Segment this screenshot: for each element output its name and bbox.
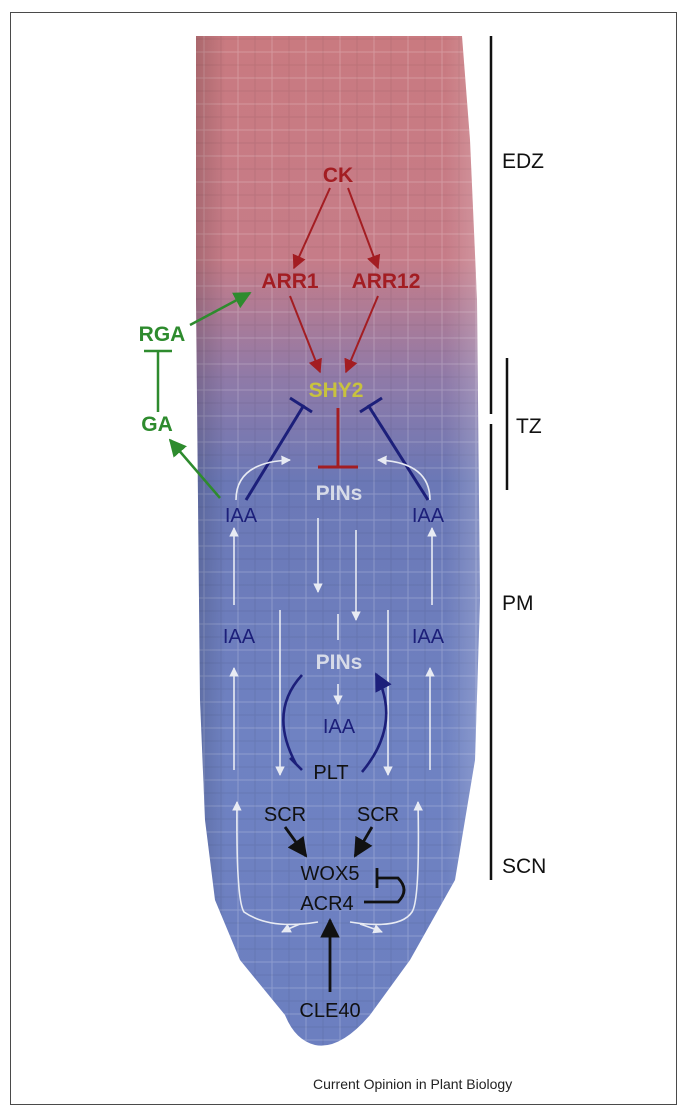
node-scr-left: SCR	[264, 804, 306, 826]
node-shy2: SHY2	[309, 379, 364, 402]
gibberellin-edges	[144, 291, 252, 499]
root-micrograph	[196, 36, 480, 1046]
node-iaa-left-top: IAA	[225, 505, 258, 527]
node-iaa-left-mid: IAA	[223, 626, 256, 648]
node-iaa-right-mid: IAA	[412, 626, 445, 648]
edge-iaa-ga	[168, 438, 221, 499]
cytokinin-edges	[289, 187, 381, 469]
figure-credit: Current Opinion in Plant Biology	[313, 1076, 513, 1092]
zone-label-scn: SCN	[502, 855, 546, 878]
edge-arr1-shy2	[289, 295, 322, 374]
stem-niche-edges	[283, 826, 406, 992]
edge-ck-arr1	[292, 187, 331, 270]
node-labels: CK ARR1 ARR12 SHY2 RGA GA PINs IAA IAA I…	[139, 164, 445, 1022]
edge-rga-arr1	[189, 291, 252, 327]
zone-label-edz: EDZ	[502, 150, 544, 173]
node-rga: RGA	[139, 323, 186, 346]
node-wox5: WOX5	[301, 863, 360, 885]
edge-pins-plt-repress-bar	[289, 757, 303, 771]
node-arr12: ARR12	[352, 270, 421, 293]
flow-bottom-right-tip	[359, 923, 383, 934]
edge-iaa-left-shy2	[244, 404, 306, 501]
node-arr1: ARR1	[261, 270, 318, 293]
edge-plt-pins	[361, 672, 392, 773]
edge-pins-plt-repress	[282, 674, 303, 765]
node-pins-mid: PINs	[316, 651, 363, 674]
plt-loop-edges	[282, 672, 392, 773]
edge-ck-arr12	[347, 187, 381, 270]
node-cle40: CLE40	[299, 1000, 360, 1022]
flow-left-top-curve	[235, 455, 291, 501]
flow-right-top-curve	[377, 455, 431, 501]
edge-iaa-right-shy2	[366, 404, 430, 501]
auxin-flow-edges	[229, 455, 437, 934]
node-plt: PLT	[313, 762, 348, 784]
flow-bottom-left-tip	[281, 923, 301, 933]
edge-iaa-left-shy2-bar	[289, 396, 313, 414]
node-iaa-right-top: IAA	[412, 505, 445, 527]
node-acr4: ACR4	[300, 893, 353, 915]
zone-label-pm: PM	[502, 592, 534, 615]
zone-label-tz: TZ	[516, 415, 542, 438]
node-ck: CK	[323, 164, 353, 187]
node-scr-right: SCR	[357, 804, 399, 826]
zone-bars	[489, 36, 509, 880]
node-ga: GA	[141, 413, 173, 436]
edge-iaa-right-shy2-bar	[359, 396, 383, 414]
edge-acr4-wox5-repress	[364, 876, 406, 904]
edge-arr12-shy2	[344, 295, 379, 374]
edge-scr-left-wox5	[283, 826, 308, 858]
node-iaa-center: IAA	[323, 716, 356, 738]
node-pins-top: PINs	[316, 482, 363, 505]
auxin-shy2-edges	[244, 396, 430, 501]
edge-scr-right-wox5	[353, 826, 374, 858]
